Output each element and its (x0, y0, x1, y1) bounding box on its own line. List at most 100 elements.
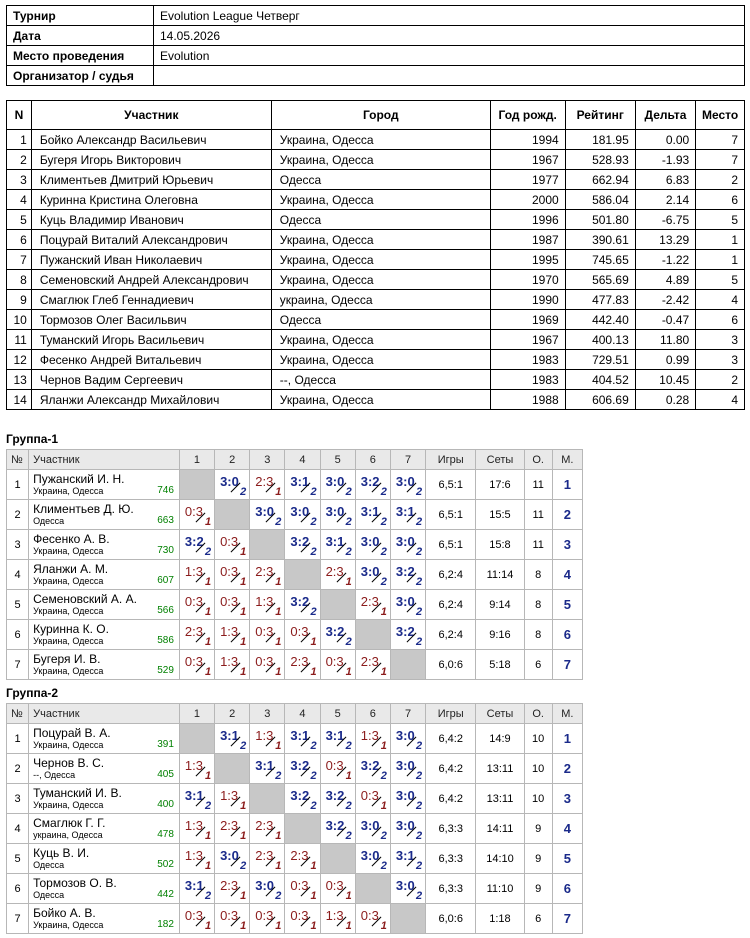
result-cell: 0:3 1 (249, 903, 286, 934)
participant-cell: Украина, Одесса (270, 129, 491, 150)
group-header: Сеты (475, 449, 525, 470)
result-cell: 2:3 1 (284, 843, 321, 874)
result-points: 2 (345, 546, 352, 558)
result-score: 3:1 (255, 758, 275, 773)
participant-cell: 2000 (489, 189, 566, 210)
result-cell: 1:3 1 (178, 559, 216, 590)
group-header: 5 (319, 449, 356, 470)
participant-row: 7 Пужанский Иван Николаевич Украина, Одесс… (6, 249, 745, 270)
group-header: № (5, 449, 30, 470)
result-cell: 3:0 2 (389, 529, 427, 560)
participant-cell: Куць Владимир Иванович (30, 209, 272, 230)
result-cell: 0:3 1 (249, 619, 286, 650)
result-score: 0:3 (184, 594, 203, 609)
result-cell: 3:2 2 (284, 753, 321, 784)
group-row: 6 Куринна К. О. Украина, Одесса 586 2:3 1 1:3 1… (5, 619, 584, 650)
info-key: Дата (6, 25, 154, 46)
result-score: 1:3 (220, 624, 239, 639)
sets-cell: 5:18 (475, 649, 525, 680)
result-points: 2 (380, 516, 387, 528)
result-score: 0:3 (220, 534, 239, 549)
self-cell (389, 903, 427, 934)
result-cell: 3:0 2 (354, 529, 391, 560)
self-cell (319, 843, 356, 874)
result-cell: 2:3 1 (249, 469, 286, 500)
result-points: 1 (380, 800, 387, 812)
participant-row: 10 Тормозов Олег Васильвич Одесса 1969 442.4… (6, 309, 745, 330)
result-cell: 3:1 2 (214, 723, 251, 754)
result-points: 1 (310, 890, 317, 902)
result-score: 3:2 (325, 818, 345, 833)
result-cell: 0:3 1 (284, 873, 321, 904)
info-value: 14.05.2026 (153, 25, 745, 46)
group-header: Участник (28, 703, 180, 724)
result-cell: 0:3 1 (214, 903, 251, 934)
result-score: 3:2 (290, 534, 310, 549)
result-points: 2 (345, 800, 352, 812)
result-points: 2 (415, 606, 423, 618)
participant-row: 3 Климентьев Дмитрий Юрьевич Одесса 1977 662… (6, 169, 745, 190)
result-points: 1 (275, 830, 282, 842)
result-points: 2 (310, 800, 317, 812)
result-score: 3:0 (395, 728, 415, 743)
result-points: 2 (415, 770, 423, 782)
result-score: 3:2 (360, 758, 380, 773)
player-name: Климентьев Д. Ю. (33, 501, 134, 516)
result-cell: 3:2 2 (284, 529, 321, 560)
result-cell: 3:1 2 (319, 529, 356, 560)
participant-cell: Украина, Одесса (270, 269, 491, 290)
result-cell: 1:3 1 (178, 843, 216, 874)
player-city: Украина, Одесса (33, 605, 104, 616)
player-cell: Климентьев Д. Ю. Одесса 663 (28, 499, 180, 530)
result-points: 1 (204, 666, 212, 678)
participant-cell: 3 (6, 169, 32, 190)
result-score: 1:3 (325, 908, 344, 923)
participant-row: 2 Бугеря Игорь Викторович Украина, Одесса 1… (6, 149, 745, 170)
participant-cell: -2.42 (634, 289, 697, 310)
participant-cell: 4 (6, 189, 32, 210)
participant-cell: 0.99 (634, 349, 697, 370)
result-points: 1 (275, 576, 282, 588)
result-points: 1 (310, 860, 317, 872)
group-header: 2 (214, 449, 251, 470)
result-cell: 3:0 2 (389, 813, 427, 844)
result-cell: 0:3 1 (178, 499, 216, 530)
result-score: 3:1 (220, 728, 239, 743)
points-cell: 11 (523, 529, 553, 560)
participants-header: Дельта (634, 100, 697, 130)
participant-cell: 1996 (489, 209, 566, 230)
participant-cell: Пужанский Иван Николаевич (30, 249, 272, 270)
games-cell: 6,3:3 (425, 843, 477, 874)
participants-table: N Участник Город Год рожд. Рейтинг Дельта Мест… (6, 100, 745, 410)
points-cell: 6 (523, 903, 553, 934)
result-score: 0:3 (290, 878, 309, 893)
participant-cell: 13 (6, 369, 32, 390)
group-header: 7 (389, 449, 427, 470)
result-cell: 3:0 2 (249, 873, 286, 904)
points-cell: 10 (523, 723, 553, 754)
participant-row: 1 Бойко Александр Васильевич Украина, Одес… (6, 129, 745, 150)
result-score: 3:1 (290, 728, 310, 743)
player-name: Бугеря И. В. (33, 651, 101, 666)
participant-cell: украина, Одесса (270, 289, 491, 310)
result-cell: 3:1 2 (284, 469, 321, 500)
games-cell: 6,5:1 (425, 469, 477, 500)
result-score: 2:3 (220, 878, 239, 893)
result-score: 0:3 (184, 504, 203, 519)
result-points: 2 (275, 890, 282, 902)
participant-cell: 662.94 (564, 169, 636, 190)
player-name: Куринна К. О. (33, 621, 109, 636)
result-score: 2:3 (220, 818, 239, 833)
group-header: Участник (28, 449, 180, 470)
result-points: 2 (380, 546, 387, 558)
result-score: 3:0 (395, 534, 415, 549)
participant-cell: 1990 (489, 289, 566, 310)
result-cell: 1:3 1 (249, 589, 286, 620)
player-cell: Пужанский И. Н. Украина, Одесса 746 (28, 469, 180, 500)
participant-row: 9 Смаглюк Глеб Геннадиевич украина, Одесса… (6, 289, 745, 310)
result-score: 1:3 (184, 818, 203, 833)
participant-cell: 12 (6, 349, 32, 370)
participant-cell: 6 (695, 189, 745, 210)
row-number: 2 (5, 753, 30, 784)
group-row: 1 Пужанский И. Н. Украина, Одесса 746 3:0 2 2:… (5, 469, 584, 500)
